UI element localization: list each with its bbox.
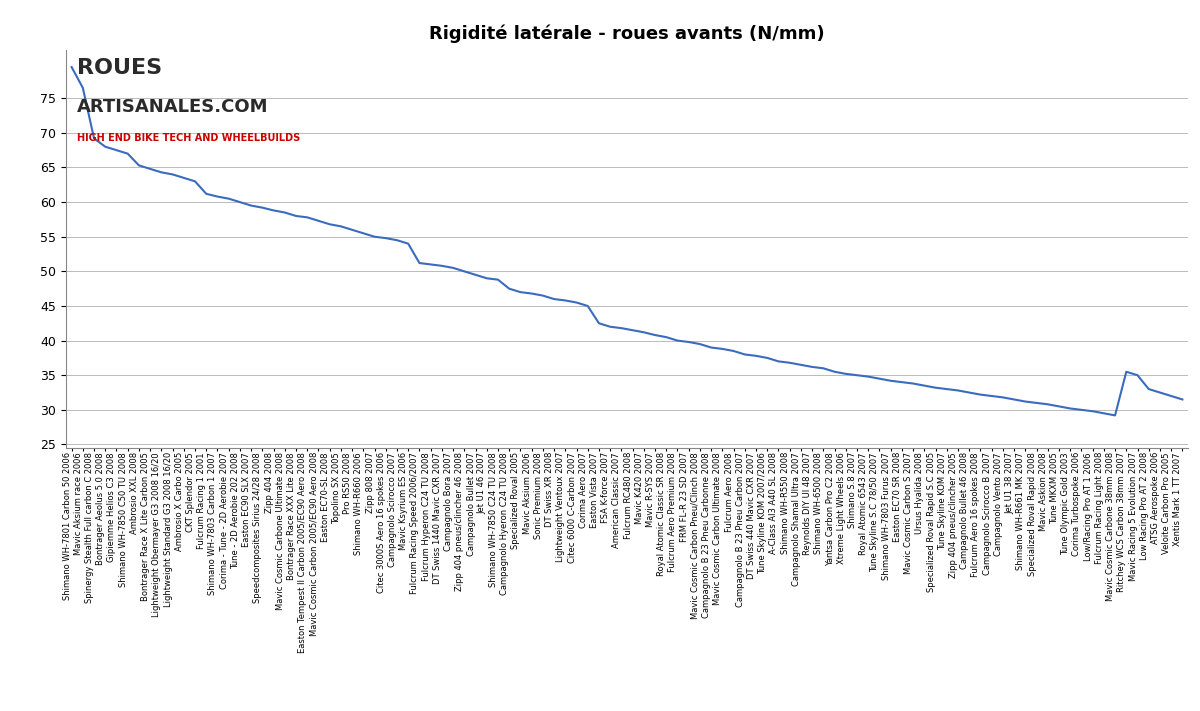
Title: Rigidité latérale - roues avants (N/mm): Rigidité latérale - roues avants (N/mm) <box>430 24 824 43</box>
Text: ROUES: ROUES <box>77 58 162 77</box>
Text: ARTISANALES.COM: ARTISANALES.COM <box>77 97 269 116</box>
Text: HIGH END BIKE TECH AND WHEELBUILDS: HIGH END BIKE TECH AND WHEELBUILDS <box>77 134 300 144</box>
